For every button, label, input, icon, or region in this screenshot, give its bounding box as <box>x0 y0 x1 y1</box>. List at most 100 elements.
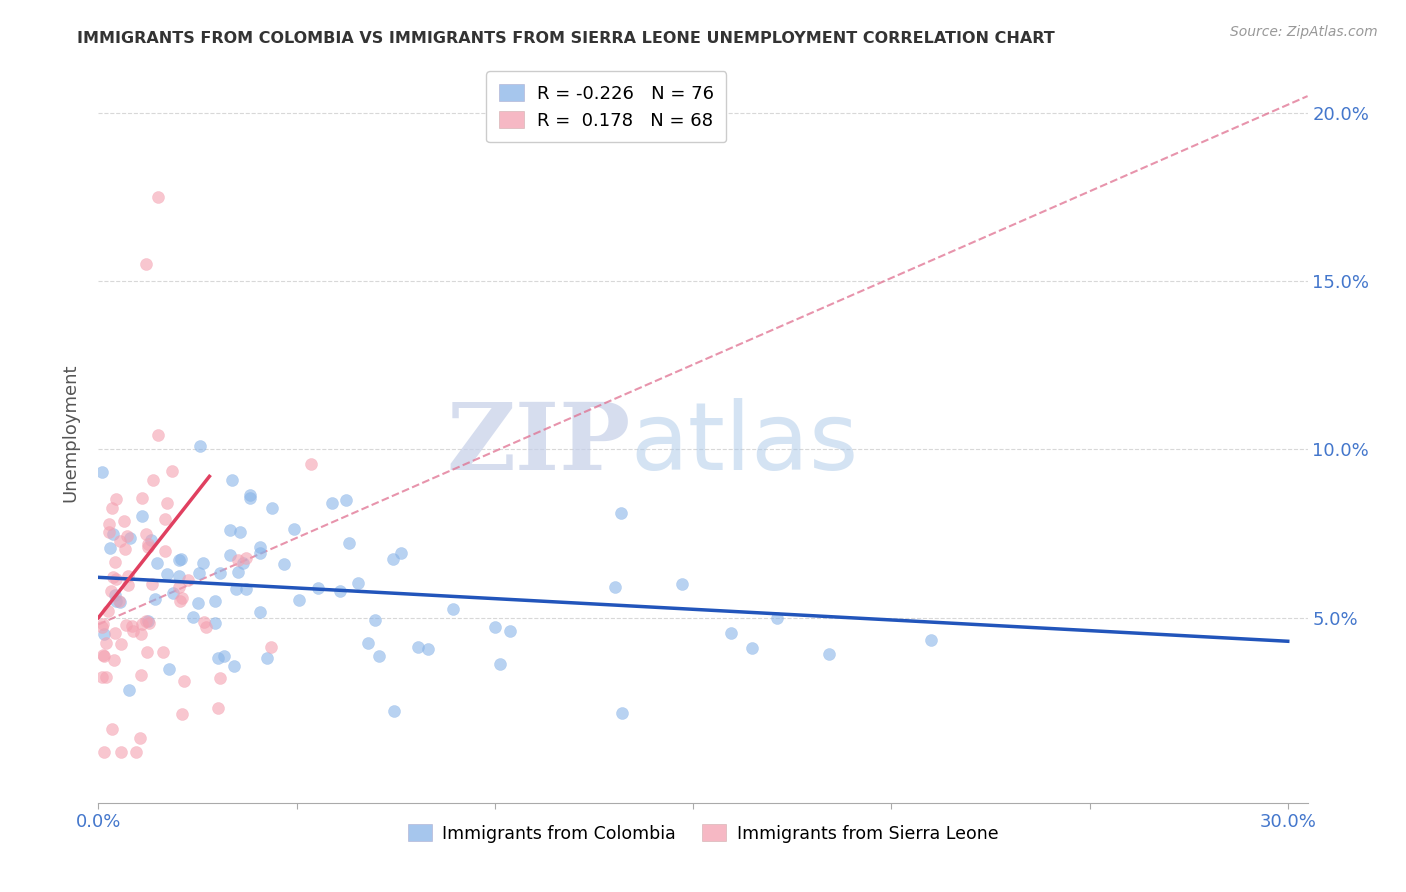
Point <box>97 604 120 618</box>
Point <box>183 610 205 624</box>
Point <box>138 615 160 630</box>
Point <box>741 641 763 656</box>
Point <box>169 552 191 566</box>
Text: ZIP: ZIP <box>446 399 630 489</box>
Point <box>101 501 124 516</box>
Text: Source: ZipAtlas.com: Source: ZipAtlas.com <box>1230 25 1378 39</box>
Point <box>135 615 157 629</box>
Point <box>146 427 169 442</box>
Point <box>357 636 380 650</box>
Point <box>118 532 141 546</box>
Legend: Immigrants from Colombia, Immigrants from Sierra Leone: Immigrants from Colombia, Immigrants fro… <box>401 818 1005 850</box>
Point <box>103 526 125 541</box>
Point <box>347 576 370 591</box>
Point <box>221 474 243 488</box>
Point <box>114 514 136 528</box>
Point <box>162 586 184 600</box>
Point <box>93 626 115 640</box>
Point <box>131 491 153 505</box>
Point <box>135 527 157 541</box>
Point <box>91 648 114 662</box>
Point <box>160 464 183 478</box>
Point <box>335 492 357 507</box>
Point <box>146 190 169 204</box>
Point <box>146 556 169 570</box>
Point <box>138 540 160 554</box>
Point <box>249 541 271 555</box>
Point <box>382 552 405 566</box>
Point <box>152 645 174 659</box>
Point <box>135 645 157 659</box>
Point <box>212 649 235 664</box>
Point <box>232 556 254 570</box>
Point <box>93 617 115 632</box>
Point <box>207 651 229 665</box>
Point <box>104 594 127 608</box>
Point <box>222 658 245 673</box>
Point <box>142 473 165 487</box>
Point <box>114 541 136 556</box>
Point <box>177 573 200 587</box>
Point <box>307 581 329 595</box>
Point <box>218 523 240 537</box>
Text: IMMIGRANTS FROM COLOMBIA VS IMMIGRANTS FROM SIERRA LEONE UNEMPLOYMENT CORRELATIO: IMMIGRANTS FROM COLOMBIA VS IMMIGRANTS F… <box>77 31 1054 46</box>
Point <box>110 533 132 548</box>
Point <box>141 577 163 591</box>
Point <box>124 745 146 759</box>
Point <box>364 613 387 627</box>
Point <box>131 616 153 631</box>
Point <box>98 516 121 531</box>
Point <box>139 533 162 548</box>
Y-axis label: Unemployment: Unemployment <box>62 363 80 502</box>
Point <box>443 602 465 616</box>
Point <box>321 496 343 510</box>
Point <box>108 594 131 608</box>
Point <box>108 595 131 609</box>
Point <box>103 555 125 569</box>
Text: atlas: atlas <box>630 398 859 490</box>
Point <box>219 548 242 562</box>
Point <box>204 594 226 608</box>
Point <box>188 566 211 581</box>
Point <box>187 596 209 610</box>
Point <box>103 652 125 666</box>
Point <box>188 439 211 453</box>
Point <box>98 541 121 556</box>
Point <box>104 573 127 587</box>
Point <box>603 580 626 594</box>
Point <box>100 722 122 736</box>
Point <box>115 528 138 542</box>
Point <box>191 556 214 570</box>
Point <box>256 651 278 665</box>
Point <box>121 619 143 633</box>
Point <box>117 578 139 592</box>
Point <box>128 731 150 746</box>
Point <box>920 633 942 648</box>
Point <box>287 593 309 607</box>
Point <box>484 620 506 634</box>
Point <box>155 496 177 510</box>
Point <box>389 546 412 560</box>
Point <box>136 536 159 550</box>
Point <box>194 620 217 634</box>
Point <box>167 552 190 566</box>
Point <box>299 457 322 471</box>
Point <box>671 576 693 591</box>
Point <box>225 582 247 597</box>
Point <box>131 627 153 641</box>
Point <box>167 580 190 594</box>
Point <box>204 615 226 630</box>
Point <box>249 546 271 560</box>
Point <box>153 543 176 558</box>
Point <box>91 670 114 684</box>
Point <box>238 491 260 506</box>
Point <box>337 536 360 550</box>
Point <box>118 683 141 698</box>
Point <box>209 672 232 686</box>
Point <box>208 566 231 580</box>
Point <box>406 640 429 654</box>
Point <box>153 511 176 525</box>
Point <box>110 637 132 651</box>
Point <box>328 584 350 599</box>
Point <box>94 670 117 684</box>
